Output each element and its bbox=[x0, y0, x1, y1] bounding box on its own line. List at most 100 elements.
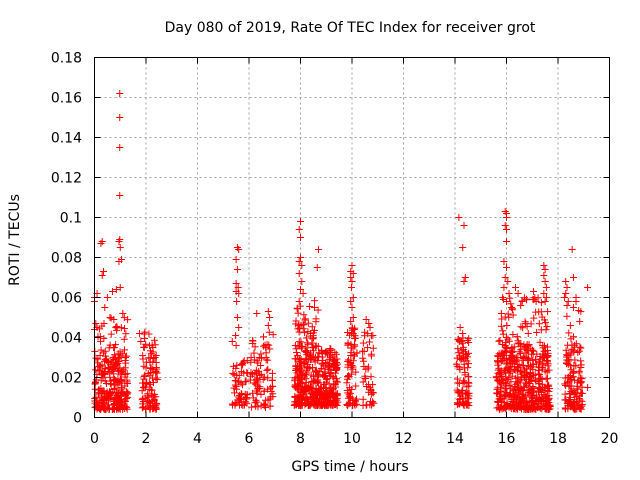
data-point bbox=[512, 284, 520, 291]
data-point bbox=[298, 278, 306, 285]
data-point bbox=[113, 393, 121, 401]
data-point bbox=[119, 405, 127, 413]
data-point bbox=[562, 278, 570, 285]
data-point bbox=[103, 396, 111, 404]
data-point bbox=[331, 348, 339, 356]
data-point bbox=[515, 360, 523, 368]
data-point bbox=[526, 369, 534, 377]
data-point bbox=[567, 349, 575, 357]
data-point bbox=[110, 370, 118, 378]
data-point bbox=[571, 405, 579, 413]
data-point bbox=[256, 371, 264, 379]
data-point bbox=[316, 398, 324, 406]
data-point bbox=[110, 375, 118, 383]
data-point bbox=[541, 367, 549, 375]
data-point bbox=[564, 360, 572, 368]
data-point bbox=[138, 387, 146, 395]
data-point bbox=[364, 363, 372, 371]
data-point bbox=[97, 376, 105, 384]
data-point bbox=[454, 388, 462, 396]
data-point bbox=[566, 322, 574, 330]
data-point bbox=[530, 314, 538, 322]
data-point bbox=[499, 349, 507, 357]
data-point bbox=[460, 222, 468, 229]
data-point bbox=[575, 369, 583, 377]
data-point bbox=[577, 378, 585, 386]
data-point bbox=[570, 376, 578, 384]
data-point bbox=[263, 366, 271, 374]
data-point bbox=[314, 306, 322, 314]
data-point bbox=[105, 392, 113, 400]
data-point bbox=[529, 405, 537, 413]
data-point bbox=[532, 298, 540, 305]
data-point bbox=[295, 298, 303, 305]
data-point bbox=[140, 375, 148, 383]
data-point bbox=[345, 372, 353, 380]
data-point bbox=[514, 339, 522, 347]
x-tick-label: 14 bbox=[446, 431, 464, 447]
data-point bbox=[533, 394, 541, 402]
data-point bbox=[234, 284, 242, 291]
data-point bbox=[527, 350, 535, 358]
data-point bbox=[459, 244, 467, 251]
y-tick-label: 0.18 bbox=[51, 51, 82, 67]
data-point bbox=[101, 304, 109, 311]
data-point bbox=[359, 378, 367, 386]
data-point bbox=[530, 401, 538, 409]
data-point bbox=[507, 384, 515, 392]
data-point bbox=[116, 364, 124, 372]
data-point bbox=[525, 355, 533, 363]
data-point bbox=[344, 357, 352, 365]
data-point bbox=[118, 385, 126, 393]
data-point bbox=[292, 345, 300, 353]
data-point bbox=[517, 323, 525, 331]
data-point bbox=[496, 336, 504, 344]
data-point bbox=[360, 348, 368, 356]
data-point bbox=[578, 390, 586, 397]
data-point bbox=[349, 344, 357, 352]
data-point bbox=[124, 316, 132, 324]
data-point bbox=[139, 355, 147, 363]
data-point bbox=[98, 238, 106, 245]
data-point bbox=[253, 310, 261, 317]
data-point bbox=[514, 366, 522, 374]
data-point bbox=[113, 326, 121, 334]
data-point bbox=[537, 299, 545, 307]
data-point bbox=[524, 330, 532, 338]
data-point bbox=[295, 328, 303, 336]
axis-ticks bbox=[94, 57, 610, 418]
data-point bbox=[348, 304, 356, 311]
data-point bbox=[534, 366, 542, 374]
data-point bbox=[315, 246, 323, 253]
data-point bbox=[512, 392, 520, 400]
data-point bbox=[454, 379, 462, 387]
data-point bbox=[506, 294, 514, 302]
data-point bbox=[302, 334, 310, 342]
data-point bbox=[517, 368, 525, 376]
data-point bbox=[313, 378, 321, 386]
data-point bbox=[545, 387, 553, 395]
data-point bbox=[503, 376, 511, 384]
data-point bbox=[540, 262, 548, 269]
data-point bbox=[347, 274, 355, 281]
data-point bbox=[541, 266, 549, 273]
data-point bbox=[533, 328, 541, 336]
data-point bbox=[497, 387, 505, 395]
data-point bbox=[503, 264, 510, 271]
data-point bbox=[268, 376, 276, 384]
data-point bbox=[141, 371, 149, 379]
data-point bbox=[95, 386, 103, 394]
data-point bbox=[543, 343, 551, 351]
data-point bbox=[360, 332, 368, 340]
data-point bbox=[501, 274, 509, 281]
data-point bbox=[584, 284, 592, 291]
data-point bbox=[111, 405, 119, 413]
data-point bbox=[149, 358, 157, 366]
data-point bbox=[307, 349, 315, 357]
data-point bbox=[120, 325, 128, 333]
data-point bbox=[299, 388, 307, 396]
data-point bbox=[298, 262, 306, 269]
y-tick-label: 0.02 bbox=[51, 371, 82, 387]
data-point bbox=[319, 356, 327, 364]
data-point bbox=[263, 340, 271, 348]
